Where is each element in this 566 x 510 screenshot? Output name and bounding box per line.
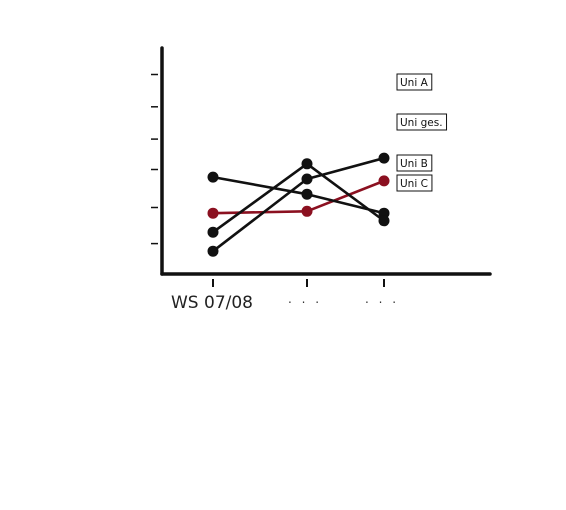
legend-box — [396, 73, 433, 91]
series-uni-ges — [207, 175, 390, 219]
series-line-uni-a — [211, 156, 386, 253]
legend-item: Uni ges. — [396, 113, 448, 131]
data-point-uni-ges-2 — [378, 175, 390, 187]
legend-label: Uni B — [400, 158, 428, 170]
legend-item: Uni B — [396, 154, 433, 172]
data-point-uni-ges-1 — [301, 205, 313, 217]
data-point-uni-a-1 — [301, 173, 313, 185]
legend-box — [396, 113, 448, 131]
legend-item: Uni A — [396, 73, 433, 91]
series-line-uni-c — [211, 162, 386, 234]
data-point-uni-ges-0 — [207, 207, 219, 219]
x-tick-label-0: WS 07/08 — [171, 293, 253, 313]
series-layer — [207, 152, 390, 257]
series-line-uni-b — [211, 175, 386, 215]
data-point-uni-b-0 — [207, 171, 219, 183]
x-tick-label-2: . . . — [365, 292, 399, 306]
series-uni-c — [207, 158, 390, 238]
data-point-uni-a-0 — [207, 245, 219, 257]
legend-box — [396, 154, 433, 172]
data-point-uni-c-1 — [301, 158, 313, 170]
data-point-uni-b-2 — [378, 207, 390, 219]
series-uni-b — [207, 171, 390, 219]
axes — [151, 46, 492, 287]
legend-label: Uni A — [400, 77, 429, 89]
x-tick-labels: WS 07/08 . . . . . . — [171, 292, 399, 313]
data-point-uni-c-2 — [378, 215, 390, 227]
data-point-uni-c-0 — [207, 226, 219, 238]
x-tick-label-1: . . . — [288, 292, 322, 306]
series-uni-a — [207, 152, 390, 257]
data-point-uni-a-2 — [378, 152, 390, 164]
legend: Uni A Uni ges. Uni B Uni C — [396, 73, 448, 192]
legend-label: Uni C — [400, 178, 428, 190]
legend-box — [396, 174, 433, 192]
legend-item: Uni C — [396, 174, 433, 192]
data-point-uni-b-1 — [301, 188, 313, 200]
legend-label: Uni ges. — [400, 117, 443, 129]
